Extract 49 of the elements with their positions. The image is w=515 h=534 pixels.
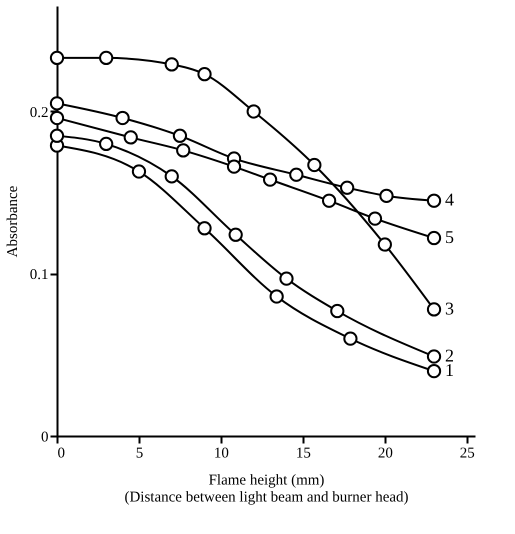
point	[322, 194, 336, 208]
point	[426, 194, 442, 208]
point	[50, 50, 64, 66]
point	[246, 104, 261, 119]
point	[50, 110, 64, 126]
point	[289, 168, 304, 182]
point	[50, 96, 64, 110]
point	[124, 130, 138, 145]
x-tick-label: 20	[378, 446, 393, 462]
point	[164, 57, 179, 72]
x-tick-label: 25	[460, 446, 475, 462]
point	[279, 271, 294, 286]
point	[115, 110, 130, 126]
point	[172, 128, 188, 143]
point	[132, 164, 146, 179]
point	[426, 364, 442, 378]
x-tick-label: 5	[136, 446, 144, 462]
point	[343, 332, 358, 346]
series-label: 3	[445, 298, 454, 318]
point	[270, 289, 284, 304]
point	[50, 128, 64, 143]
point	[368, 211, 382, 226]
point	[99, 50, 114, 66]
x-axis-title: Flame height (mm) (Distance between light beam and burner head)	[124, 472, 409, 506]
y-tick-label: 0	[41, 430, 48, 446]
point	[426, 230, 442, 246]
point	[164, 169, 179, 184]
y-axis-title: Absorbance	[4, 185, 21, 258]
point	[176, 143, 190, 158]
point	[228, 228, 243, 242]
point	[378, 237, 392, 252]
point	[307, 158, 322, 172]
point	[197, 221, 212, 236]
point	[426, 349, 442, 364]
point	[99, 136, 114, 152]
y-tick-label: 0.1	[30, 267, 48, 284]
x-tick-label: 0	[58, 446, 65, 462]
series-label: 4	[445, 190, 454, 210]
x-tick-label: 15	[296, 446, 311, 462]
point	[197, 67, 212, 82]
y-tick-label: 0.2	[30, 104, 48, 121]
point	[426, 302, 442, 317]
point	[262, 172, 278, 187]
point	[340, 180, 354, 195]
point	[379, 188, 394, 203]
point	[226, 160, 242, 174]
series-label: 5	[445, 227, 454, 248]
x-tick-label: 10	[214, 446, 229, 462]
point	[330, 304, 344, 318]
